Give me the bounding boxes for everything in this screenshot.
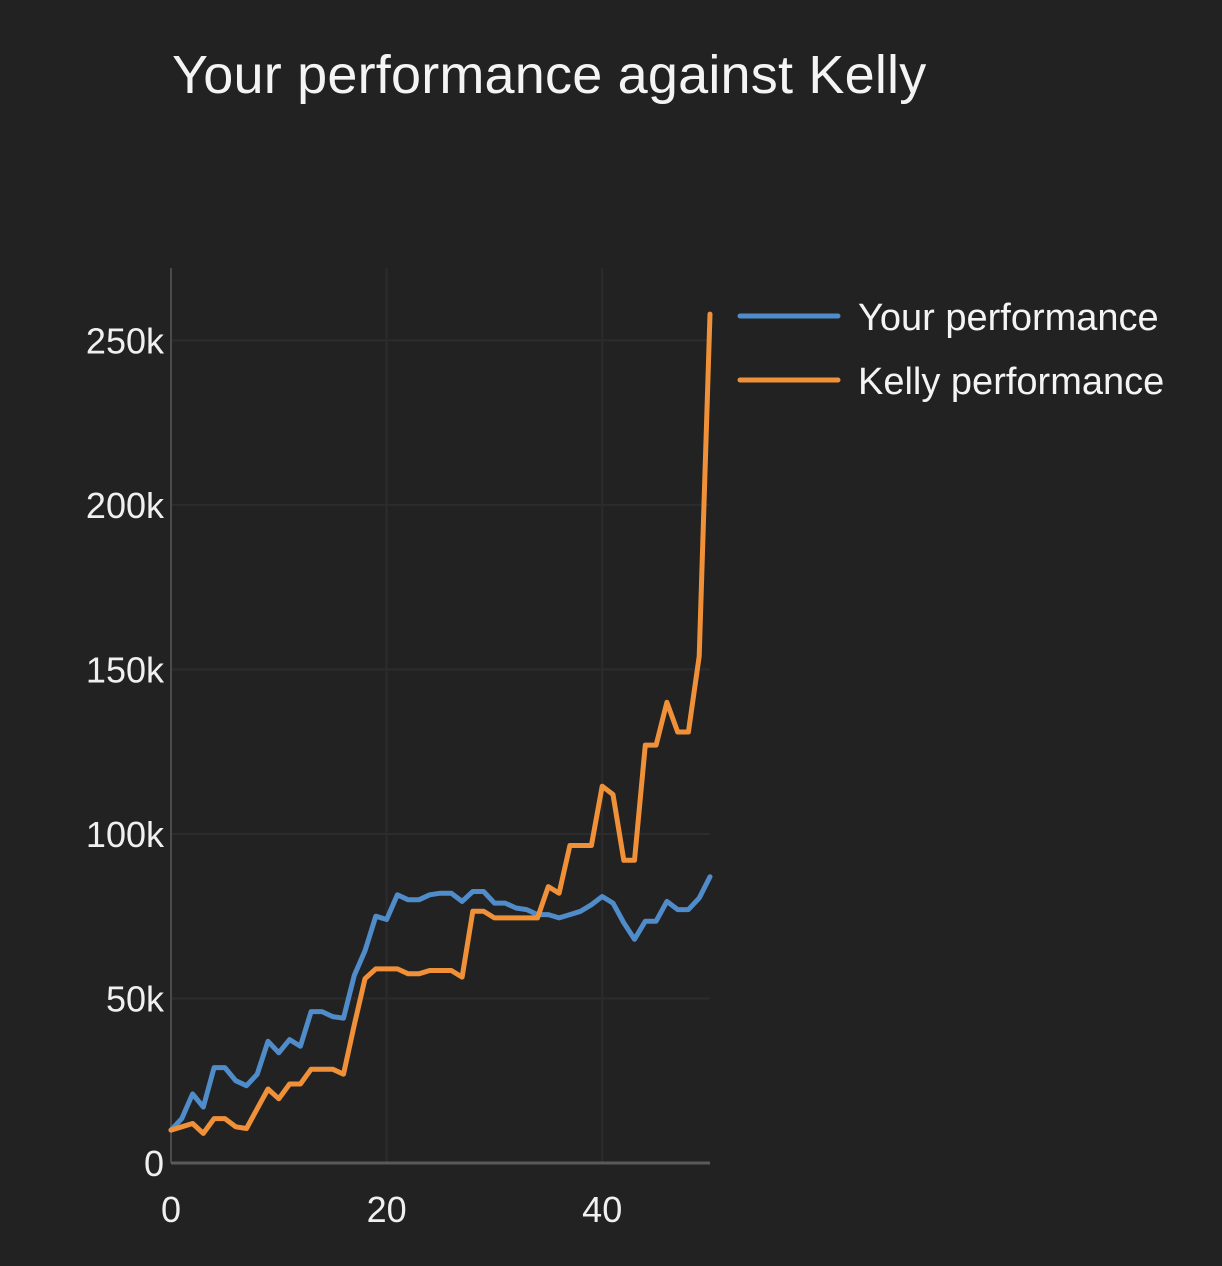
y-tick-label: 100k <box>86 814 165 855</box>
grid-lines <box>171 268 710 1163</box>
x-tick-label: 0 <box>161 1189 181 1230</box>
legend-label: Your performance <box>858 297 1159 339</box>
legend: Your performance Kelly performance <box>737 297 1164 403</box>
x-tick-label: 40 <box>582 1189 622 1230</box>
y-tick-label: 250k <box>86 320 165 361</box>
y-tick-label: 200k <box>86 485 165 526</box>
axes: 0 50k 100k 150k 200k 250k 0 20 40 <box>86 268 710 1230</box>
y-tick-label: 50k <box>106 978 165 1019</box>
series-lines <box>168 311 713 1136</box>
y-tick-label: 150k <box>86 649 165 690</box>
series-line-kelly-performance <box>168 311 713 1136</box>
chart-title: Your performance against Kelly <box>172 45 927 105</box>
legend-label: Kelly performance <box>858 361 1164 403</box>
x-tick-label: 20 <box>367 1189 407 1230</box>
y-tick-label: 0 <box>144 1143 164 1184</box>
series-line-your-performance <box>168 874 713 1133</box>
